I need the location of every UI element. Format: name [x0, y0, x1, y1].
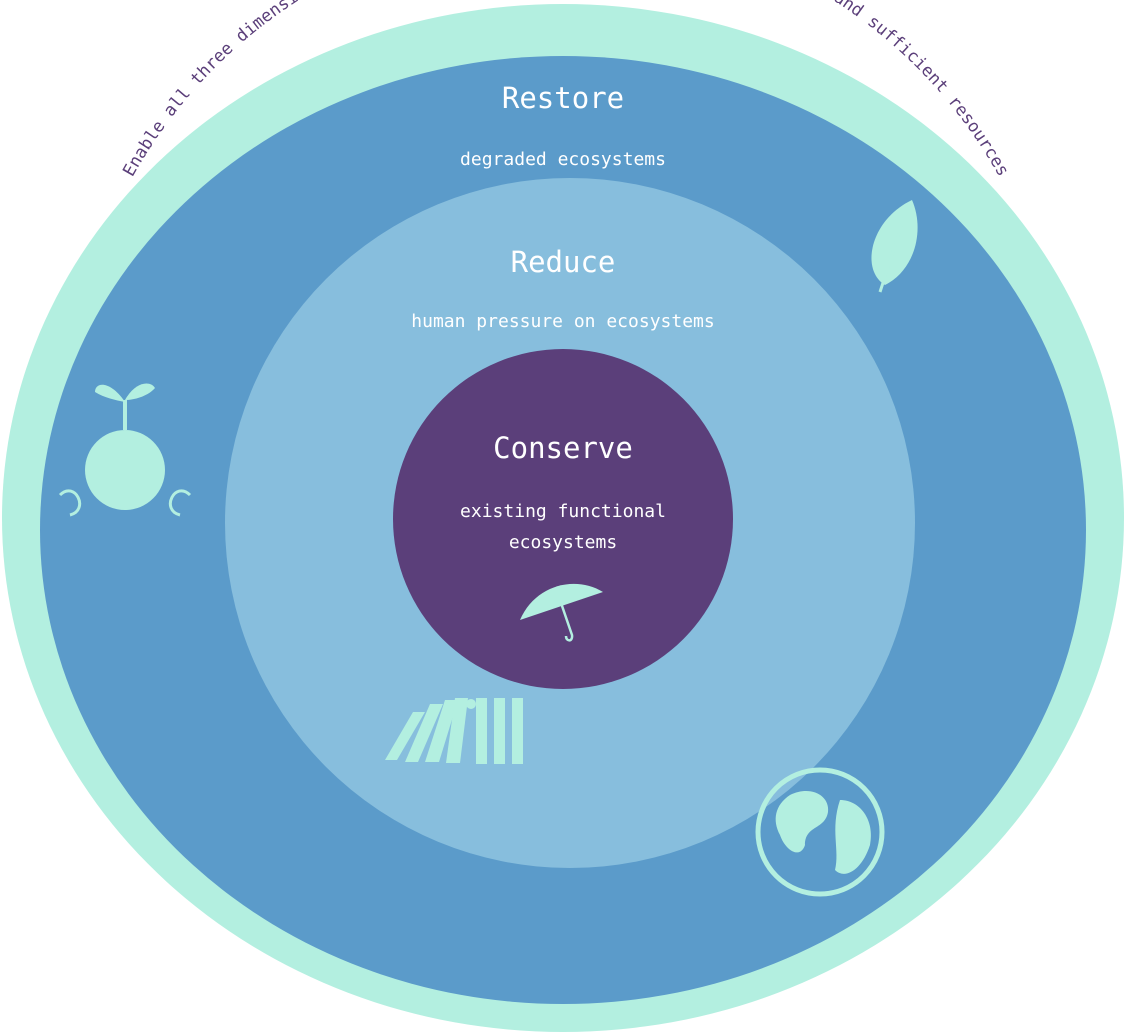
- ring-subtitle: ecosystems: [509, 532, 617, 553]
- ring-title: Reduce: [511, 245, 616, 279]
- ring-title: Restore: [502, 81, 624, 115]
- diagram: Enable all three dimensions through educ…: [0, 0, 1126, 1034]
- ring-subtitle: existing functional: [460, 501, 666, 522]
- ring-title: Conserve: [493, 431, 633, 465]
- ring-subtitle: degraded ecosystems: [460, 149, 666, 170]
- ring-subtitle: human pressure on ecosystems: [411, 311, 714, 332]
